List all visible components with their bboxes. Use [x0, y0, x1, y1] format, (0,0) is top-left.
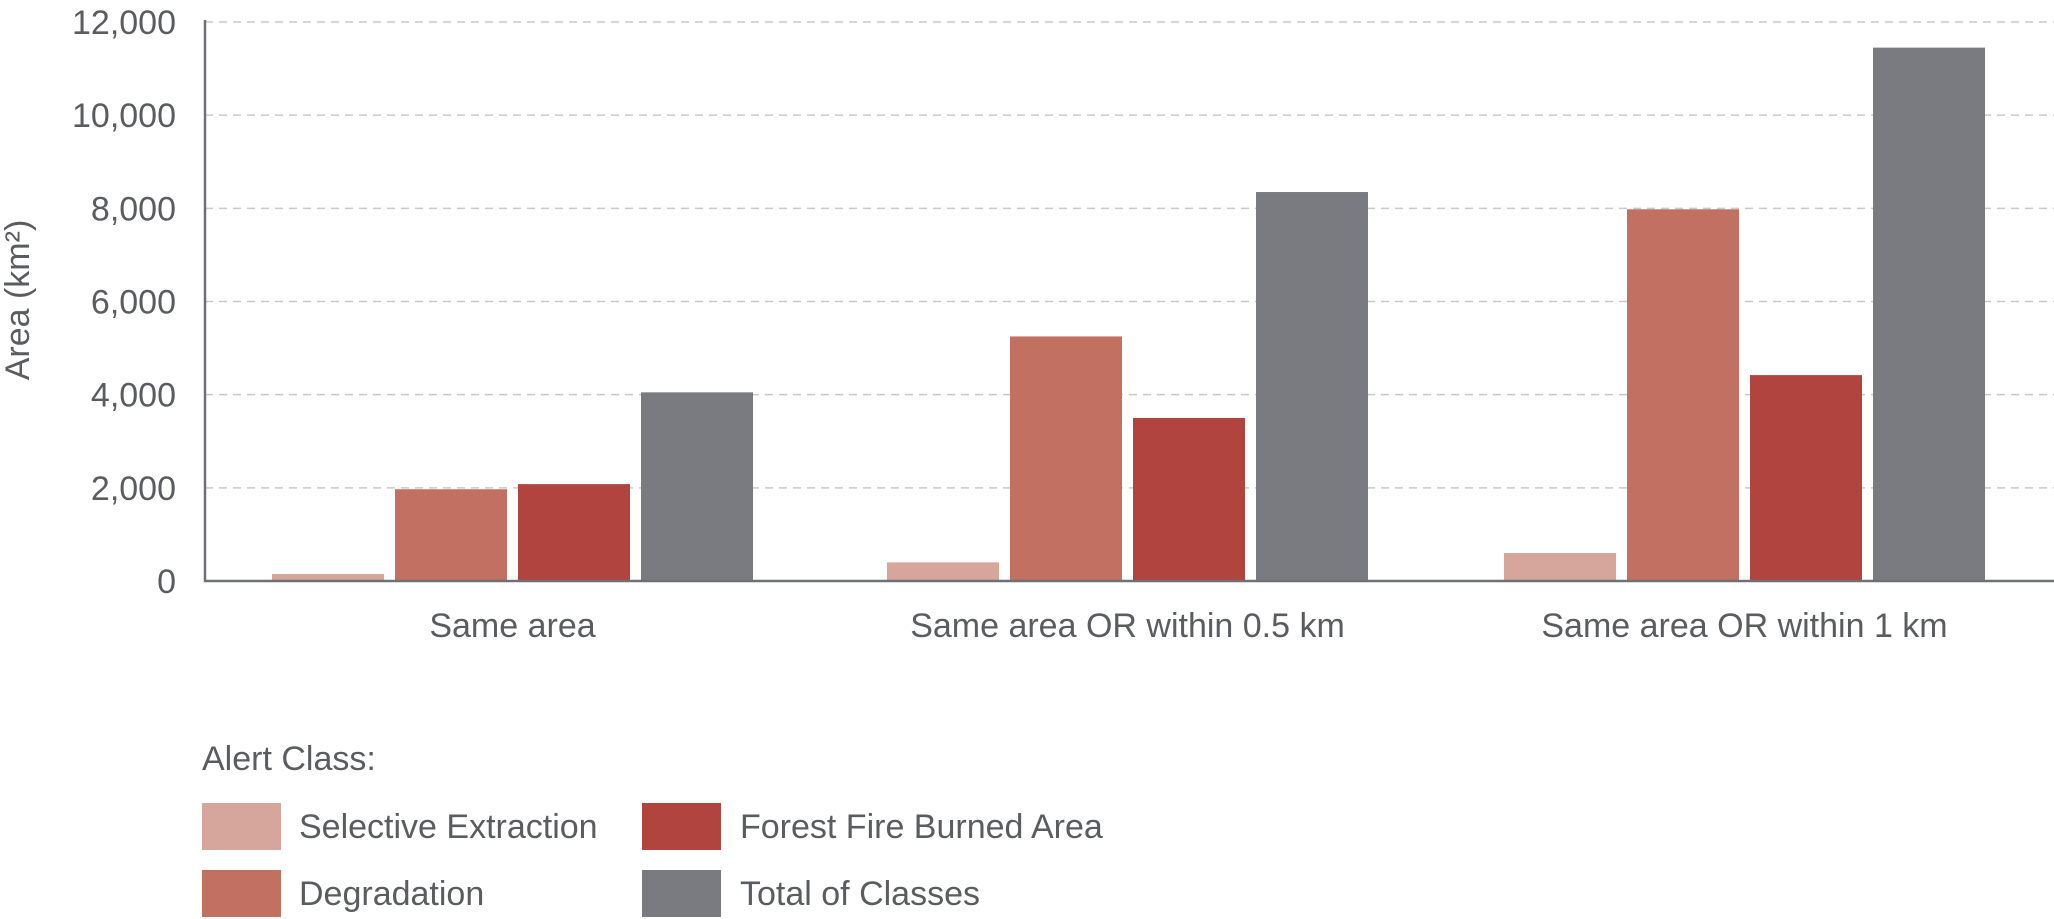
- category-labels: Same area Same area OR within 0.5 km Same …: [429, 607, 1947, 645]
- legend-swatch: [202, 803, 281, 850]
- bar-degradation: [1010, 336, 1122, 581]
- y-tick-label: 12,000: [72, 4, 176, 42]
- bars: [272, 47, 1985, 581]
- category-label: Same area: [429, 607, 595, 645]
- legend-swatch: [202, 870, 281, 917]
- bar-forest-fire-burned-area: [518, 484, 630, 581]
- category-label: Same area OR within 1 km: [1541, 607, 1947, 645]
- gridlines: [205, 21, 2054, 489]
- y-tick-label: 6,000: [91, 284, 176, 322]
- bar-degradation: [1627, 209, 1739, 581]
- bar-selective-extraction: [887, 562, 999, 581]
- bar-total-of-classes: [1873, 47, 1985, 581]
- bar-total-of-classes: [641, 392, 753, 581]
- legend-swatch: [642, 803, 721, 850]
- bar-degradation: [395, 489, 507, 581]
- y-tick-labels: 0 2,000 4,000 6,000 8,000 10,000 12,000: [72, 4, 176, 601]
- bar-total-of-classes: [1256, 192, 1368, 581]
- legend-label: Degradation: [299, 875, 484, 913]
- legend-title: Alert Class:: [202, 740, 376, 778]
- y-axis-title: Area (km²): [0, 220, 37, 381]
- legend: Alert Class: Selective Extraction Degrada…: [202, 740, 1103, 917]
- axes: [203, 20, 2054, 583]
- y-tick-label: 0: [157, 563, 176, 601]
- category-label: Same area OR within 0.5 km: [910, 607, 1345, 645]
- legend-label: Total of Classes: [740, 875, 980, 913]
- bar-forest-fire-burned-area: [1750, 375, 1862, 581]
- bar-selective-extraction: [272, 574, 384, 581]
- legend-label: Selective Extraction: [299, 808, 598, 846]
- y-tick-label: 10,000: [72, 97, 176, 135]
- legend-label: Forest Fire Burned Area: [740, 808, 1103, 846]
- y-tick-label: 2,000: [91, 470, 176, 508]
- y-tick-label: 8,000: [91, 190, 176, 228]
- y-tick-label: 4,000: [91, 377, 176, 415]
- legend-swatch: [642, 870, 721, 917]
- bar-forest-fire-burned-area: [1133, 417, 1245, 581]
- bar-selective-extraction: [1504, 553, 1616, 581]
